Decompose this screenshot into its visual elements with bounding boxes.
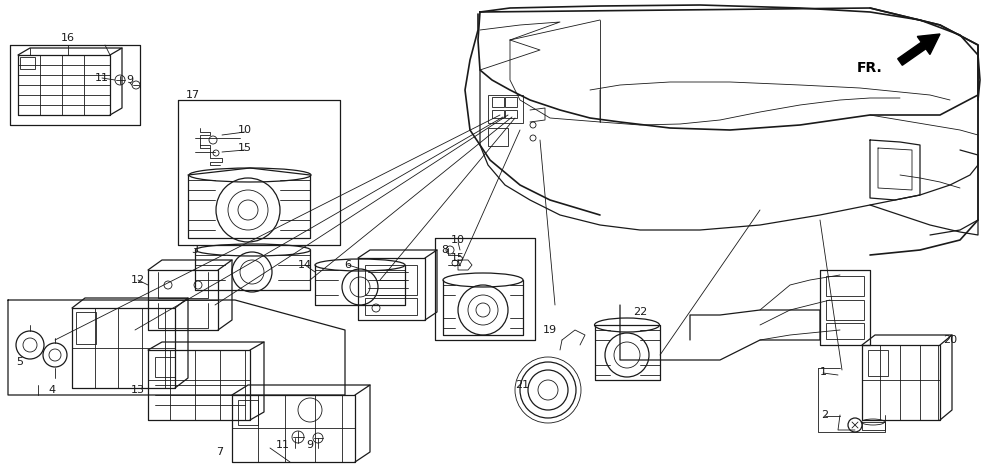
Text: FR.: FR. [857, 61, 883, 75]
Bar [238, 400, 258, 425]
Text: 9: 9 [127, 75, 134, 85]
Text: 10: 10 [238, 125, 252, 135]
Bar [826, 276, 864, 296]
Bar [492, 110, 504, 118]
Text: 15: 15 [451, 253, 465, 263]
Text: 15: 15 [238, 143, 252, 153]
Text: 22: 22 [632, 307, 647, 317]
Text: 12: 12 [131, 275, 145, 285]
Text: 11: 11 [95, 73, 109, 83]
Bar [488, 95, 523, 123]
Text: 4: 4 [48, 385, 56, 395]
Bar [826, 300, 864, 320]
Bar [505, 97, 517, 107]
Text: 17: 17 [186, 90, 200, 100]
Bar [365, 265, 417, 295]
Text: 3: 3 [191, 245, 198, 255]
Text: 19: 19 [543, 325, 557, 335]
Text: 2: 2 [821, 410, 829, 420]
Text: 13: 13 [131, 385, 145, 395]
Bar [155, 357, 175, 377]
Bar [20, 57, 35, 69]
Bar [505, 110, 517, 118]
Text: 6: 6 [345, 260, 352, 270]
Bar [868, 350, 888, 376]
Text: 20: 20 [943, 335, 957, 345]
Text: 8: 8 [442, 245, 449, 255]
Text: 5: 5 [17, 357, 24, 367]
Bar [826, 323, 864, 339]
Text: 7: 7 [216, 447, 224, 457]
Bar [488, 128, 508, 146]
Text: 1: 1 [820, 367, 827, 377]
Text: 9: 9 [306, 440, 313, 450]
Bar [365, 298, 417, 315]
Bar [492, 97, 504, 107]
Text: 16: 16 [61, 33, 75, 43]
FancyArrow shape [898, 34, 940, 65]
Bar [76, 312, 96, 344]
Text: 14: 14 [298, 260, 312, 270]
Text: 10: 10 [451, 235, 465, 245]
Text: 11: 11 [276, 440, 290, 450]
Text: 21: 21 [515, 380, 529, 390]
